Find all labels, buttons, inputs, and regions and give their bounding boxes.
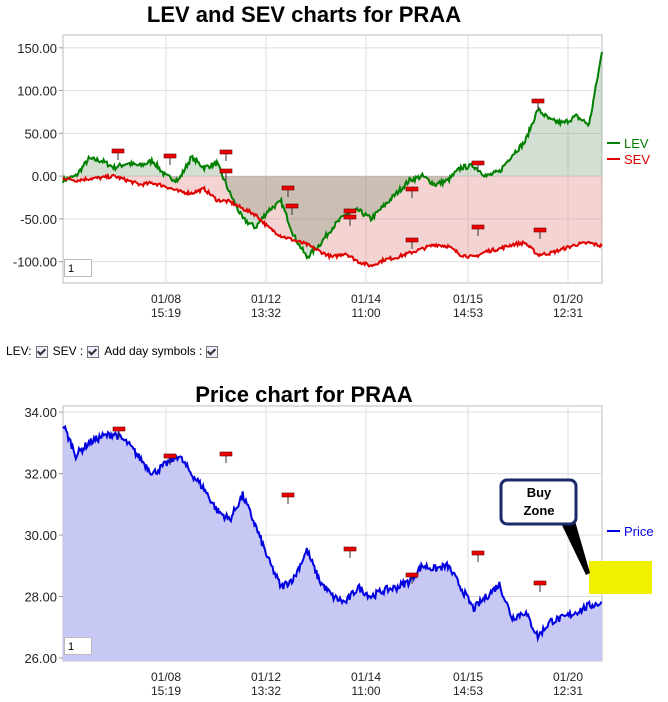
lev-sev-day-symbol bbox=[531, 98, 545, 104]
lev-sev-x-tick-time: 13:32 bbox=[251, 306, 281, 320]
sev-toggle-label: SEV : bbox=[52, 344, 84, 358]
lev-sev-y-tick-label: 0.00 bbox=[32, 169, 57, 184]
price-x-tick-time: 13:32 bbox=[251, 684, 281, 698]
lev-sev-day-symbol bbox=[285, 203, 299, 209]
lev-sev-day-symbol bbox=[471, 160, 485, 166]
buy-zone-callout bbox=[499, 478, 578, 526]
lev-sev-day-symbol bbox=[471, 224, 485, 230]
legend-lev-label: LEV bbox=[624, 136, 649, 151]
price-x-tick-time: 11:00 bbox=[351, 684, 380, 698]
lev-sev-y-tick-label: -50.00 bbox=[20, 212, 57, 227]
day-symbols-label: Add day symbols : bbox=[104, 344, 203, 358]
lev-sev-plot-area bbox=[62, 34, 603, 284]
price-y-tick-label: 34.00 bbox=[24, 405, 57, 420]
price-x-tick-date: 01/20 bbox=[553, 670, 583, 684]
lev-sev-x-tick-date: 01/08 bbox=[151, 292, 181, 306]
lev-sev-x-tick-time: 11:00 bbox=[351, 306, 380, 320]
price-y-tick-label: 28.00 bbox=[24, 589, 57, 604]
lev-sev-day-symbol bbox=[405, 186, 419, 192]
lev-sev-x-tick-date: 01/20 bbox=[553, 292, 583, 306]
price-area bbox=[63, 426, 602, 661]
buy-zone-label-1: Buy bbox=[527, 485, 552, 500]
price-x-tick-time: 15:19 bbox=[151, 684, 181, 698]
lev-sev-x-tick-time: 15:19 bbox=[151, 306, 181, 320]
lev-sev-x-tick-time: 12:31 bbox=[553, 306, 583, 320]
price-day-symbol bbox=[281, 492, 295, 498]
price-y-tick-label: 26.00 bbox=[24, 651, 57, 666]
price-page-input[interactable]: 1 bbox=[64, 637, 92, 655]
lev-line bbox=[62, 51, 603, 260]
buy-zone-rect bbox=[589, 561, 652, 594]
price-day-symbol bbox=[405, 572, 419, 578]
callout-pointer bbox=[560, 521, 590, 575]
legend-sev-label: SEV bbox=[624, 152, 650, 167]
price-day-symbol bbox=[533, 580, 547, 586]
lev-sev-chart-title: LEV and SEV charts for PRAA bbox=[146, 2, 462, 27]
lev-sev-day-symbol bbox=[343, 208, 357, 214]
price-y-tick-label: 32.00 bbox=[24, 467, 57, 482]
lev-sev-x-tick-date: 01/14 bbox=[351, 292, 381, 306]
buy-zone-label-2: Zone bbox=[523, 503, 554, 518]
lev-sev-day-symbol bbox=[343, 214, 357, 220]
legend-price-label: Price bbox=[624, 524, 654, 539]
lev-sev-x-tick-time: 14:53 bbox=[453, 306, 483, 320]
price-day-symbol bbox=[219, 451, 233, 457]
price-x-tick-date: 01/14 bbox=[351, 670, 381, 684]
price-y-tick-label: 30.00 bbox=[24, 528, 57, 543]
price-x-tick-time: 12:31 bbox=[553, 684, 583, 698]
lev-sev-y-tick-label: 150.00 bbox=[17, 41, 57, 56]
lev-sev-day-symbol bbox=[219, 149, 233, 155]
lev-toggle-label: LEV: bbox=[6, 344, 32, 358]
lev-sev-day-symbol bbox=[111, 148, 125, 154]
sev-line bbox=[62, 172, 603, 268]
sev-area bbox=[63, 174, 602, 267]
lev-sev-y-tick-label: -100.00 bbox=[13, 255, 57, 270]
price-day-symbol bbox=[471, 550, 485, 556]
price-x-tick-date: 01/12 bbox=[251, 670, 281, 684]
lev-sev-day-symbol bbox=[219, 168, 233, 174]
price-x-tick-date: 01/08 bbox=[151, 670, 181, 684]
lev-sev-day-symbol bbox=[163, 153, 177, 159]
lev-sev-y-tick-label: 100.00 bbox=[17, 84, 57, 99]
day-symbols-checkbox[interactable] bbox=[206, 346, 219, 358]
price-x-tick-time: 14:53 bbox=[453, 684, 483, 698]
lev-sev-y-tick-label: 50.00 bbox=[24, 126, 57, 141]
lev-sev-x-tick-date: 01/12 bbox=[251, 292, 281, 306]
lev-sev-day-symbol bbox=[405, 237, 419, 243]
price-day-symbol bbox=[112, 426, 126, 432]
price-day-symbol bbox=[163, 453, 177, 459]
lev-area bbox=[63, 52, 602, 258]
chart-controls: LEV: SEV : Add day symbols : bbox=[6, 344, 221, 358]
lev-checkbox[interactable] bbox=[35, 346, 48, 358]
price-chart-title: Price chart for PRAA bbox=[195, 382, 413, 407]
price-x-tick-date: 01/15 bbox=[453, 670, 483, 684]
sev-checkbox[interactable] bbox=[87, 346, 100, 358]
lev-sev-day-symbol bbox=[281, 185, 295, 191]
price-line bbox=[62, 424, 603, 643]
lev-sev-page-input[interactable]: 1 bbox=[64, 259, 92, 277]
lev-sev-day-symbol bbox=[533, 227, 547, 233]
lev-sev-x-tick-date: 01/15 bbox=[453, 292, 483, 306]
price-day-symbol bbox=[343, 546, 357, 552]
